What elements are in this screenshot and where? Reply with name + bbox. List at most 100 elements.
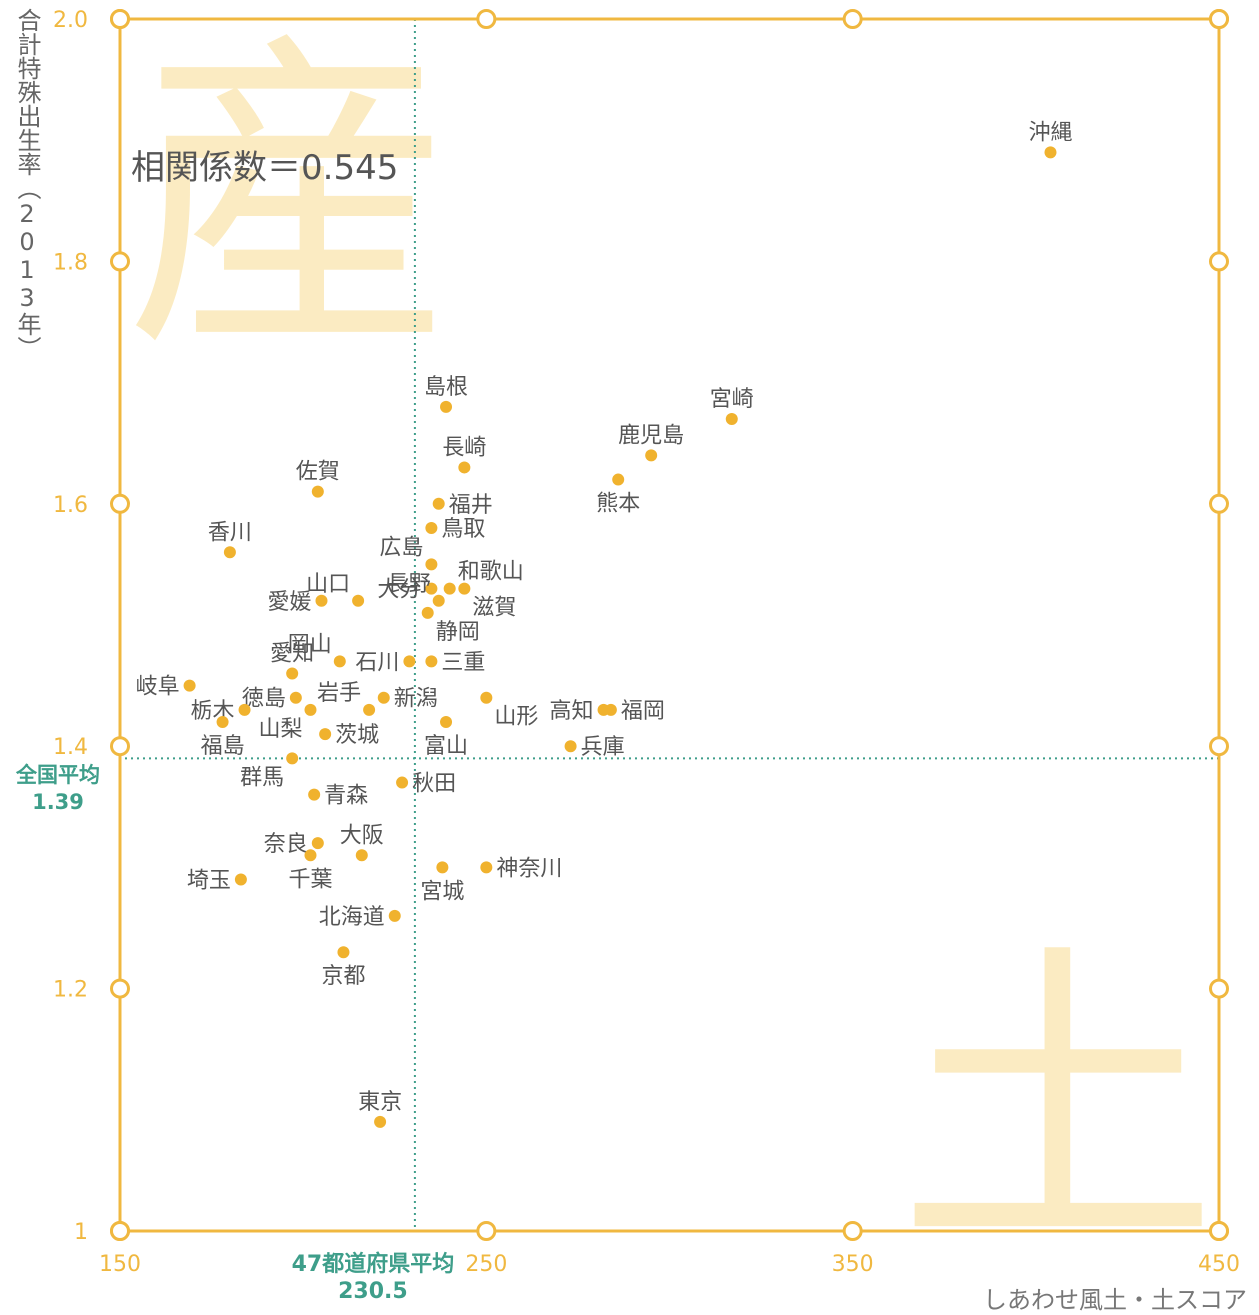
y-tick-marker-left <box>110 1221 130 1241</box>
data-point <box>432 497 445 510</box>
data-point <box>480 691 493 704</box>
y-average-value: 1.39 <box>32 790 84 814</box>
y-tick-marker-left <box>110 493 130 514</box>
point-label: 大阪 <box>340 823 384 848</box>
point-label: 鹿児島 <box>618 423 684 448</box>
data-point <box>311 837 324 850</box>
data-point <box>304 703 317 716</box>
y-axis-label: 合計特殊出生率（2013年） <box>13 8 41 360</box>
point-label: 静岡 <box>436 620 480 645</box>
point-label: 北海道 <box>319 905 385 930</box>
watermark-do: 土 <box>898 919 1218 1291</box>
x-tick-marker-bottom <box>476 1221 497 1241</box>
x-tick-label: 350 <box>832 1252 874 1277</box>
data-point <box>355 849 368 862</box>
y-average-label: 全国平均 <box>15 763 100 787</box>
point-label: 富山 <box>424 734 468 759</box>
point-label: 山梨 <box>258 717 302 742</box>
data-point <box>440 715 453 728</box>
data-point <box>352 594 365 607</box>
data-point <box>725 412 738 425</box>
data-point <box>443 582 456 595</box>
correlation-annotation: 相関係数＝0.545 <box>131 148 399 188</box>
point-label: 岩手 <box>317 681 361 706</box>
point-label: 山口 <box>306 572 350 597</box>
y-tick-label: 1.6 <box>53 493 88 518</box>
point-label: 群馬 <box>240 765 284 790</box>
point-label: 福岡 <box>621 699 665 724</box>
y-tick-marker-right <box>1209 736 1229 757</box>
y-tick-label: 1.8 <box>53 250 88 275</box>
data-point <box>286 667 299 680</box>
data-point <box>216 715 229 728</box>
y-tick-label: 1.4 <box>53 735 88 760</box>
y-tick-marker-left <box>110 251 130 272</box>
point-label: 京都 <box>321 964 365 989</box>
y-tick-label: 2.0 <box>53 8 88 33</box>
data-point <box>396 776 409 789</box>
data-point <box>458 461 471 474</box>
data-point <box>234 873 247 886</box>
point-label: 長野 <box>387 572 431 597</box>
point-label: 福井 <box>449 493 493 518</box>
data-point <box>238 703 251 716</box>
point-label: 秋田 <box>412 772 456 797</box>
y-tick-marker-right <box>1209 251 1229 272</box>
x-tick-label: 250 <box>465 1252 507 1277</box>
x-tick-label: 150 <box>99 1252 141 1277</box>
point-label: 広島 <box>379 535 423 560</box>
data-point <box>289 691 302 704</box>
data-point <box>377 691 390 704</box>
point-label: 高知 <box>550 699 594 724</box>
plot-frame <box>118 17 1221 1233</box>
data-point <box>333 655 346 668</box>
point-label: 滋賀 <box>472 596 516 621</box>
point-label: 宮崎 <box>710 387 754 412</box>
point-label: 石川 <box>355 650 399 675</box>
watermark-char: 土 <box>898 919 1218 1291</box>
point-label: 愛知 <box>270 641 314 666</box>
data-point <box>315 594 328 607</box>
watermark-char: 産 <box>125 6 455 390</box>
point-label: 宮城 <box>420 879 464 904</box>
point-label: 和歌山 <box>458 560 524 585</box>
data-point <box>421 606 434 619</box>
data-point <box>645 449 658 462</box>
point-label: 福島 <box>201 734 245 759</box>
x-axis-label: しあわせ風土・土スコア <box>983 1286 1247 1314</box>
point-label: 岐阜 <box>136 675 180 700</box>
data-point <box>183 679 196 692</box>
data-point <box>564 740 577 753</box>
plot-border <box>118 17 1221 1233</box>
data-point <box>388 909 401 922</box>
data-point <box>458 582 471 595</box>
point-label: 愛媛 <box>267 590 311 615</box>
y-tick-marker-right <box>1209 1221 1229 1241</box>
data-point <box>403 655 416 668</box>
y-tick-label: 1.2 <box>53 978 88 1003</box>
y-tick-label: 1 <box>74 1220 88 1245</box>
point-label: 青森 <box>324 784 368 809</box>
data-point <box>363 703 376 716</box>
point-label: 島根 <box>424 375 468 400</box>
y-tick-marker-right <box>1209 9 1229 29</box>
point-label: 山形 <box>494 705 538 730</box>
point-label: 新潟 <box>394 687 438 712</box>
data-point <box>425 558 438 571</box>
data-point <box>436 861 449 874</box>
point-label: 沖縄 <box>1028 120 1072 145</box>
point-label: 神奈川 <box>496 856 562 881</box>
point-label: 奈良 <box>264 832 308 857</box>
data-point <box>304 849 317 862</box>
point-label: 鳥取 <box>441 517 485 542</box>
x-tick-marker-top <box>476 9 497 29</box>
data-point <box>374 1115 387 1128</box>
y-tick-marker-right <box>1209 493 1229 514</box>
point-label: 熊本 <box>596 492 640 517</box>
point-label: 東京 <box>358 1090 402 1115</box>
x-average-label: 47都道府県平均 <box>292 1251 455 1277</box>
point-label: 三重 <box>441 650 485 675</box>
